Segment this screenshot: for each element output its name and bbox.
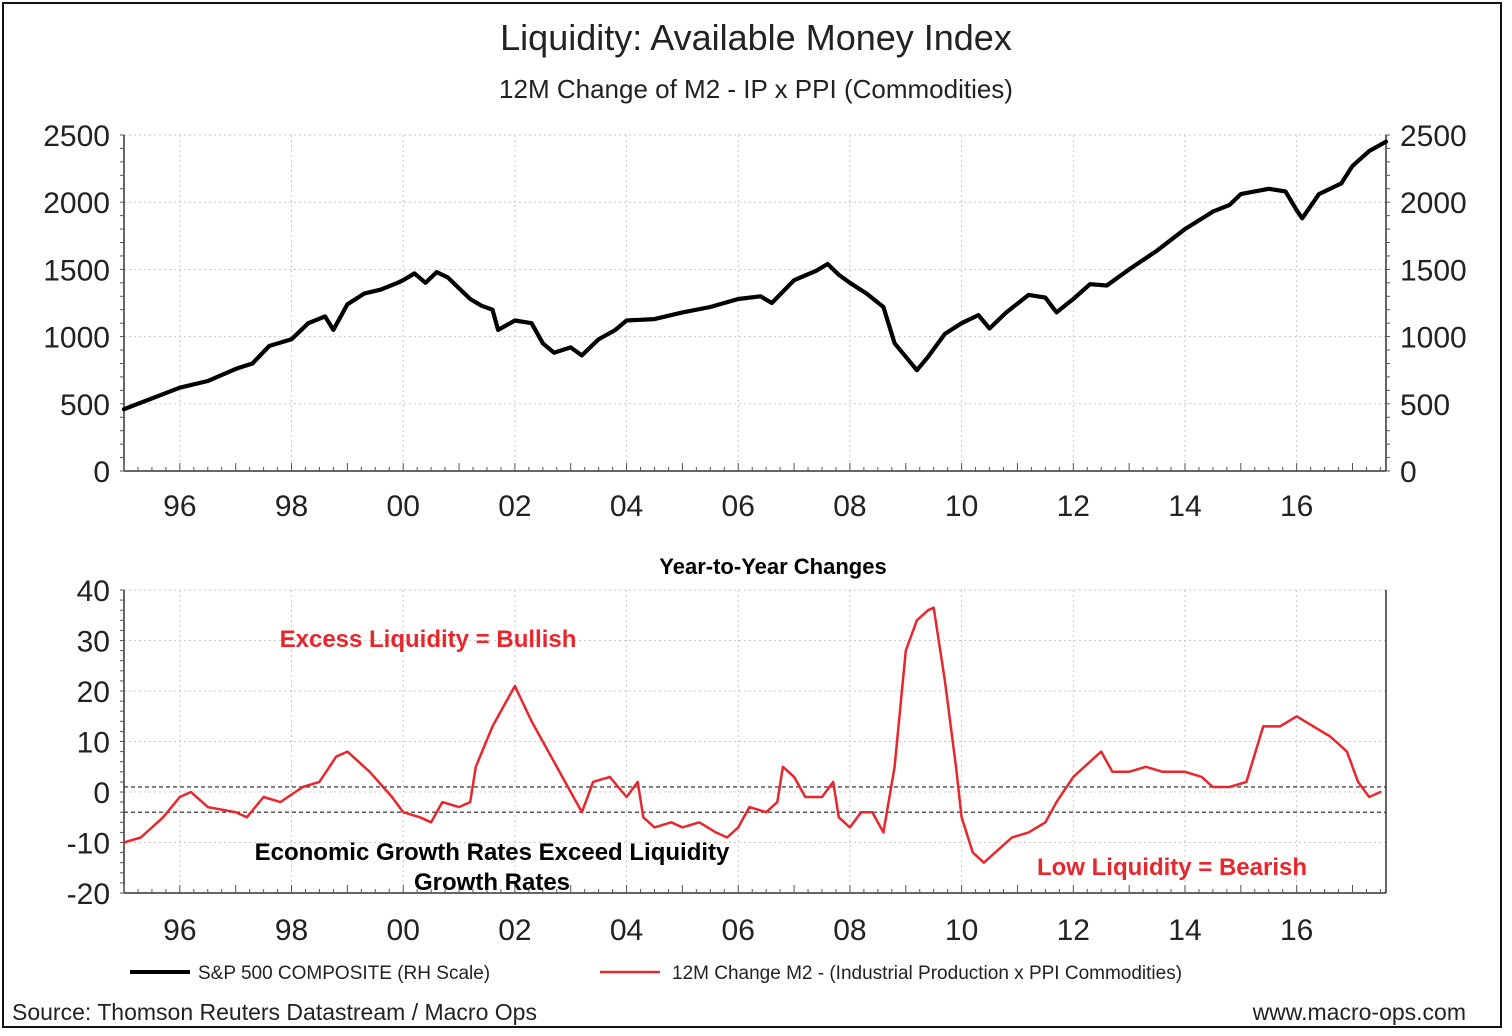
y-tick-label-right-1000: 1000	[1400, 322, 1467, 355]
x-tick-label-10: 10	[945, 914, 978, 947]
y-tick-label-left--20: -20	[67, 878, 110, 911]
bottom-series	[122, 606, 1382, 864]
y-tick-label-right-2500: 2500	[1400, 120, 1467, 153]
y-tick-label-left-40: 40	[77, 575, 110, 608]
website-text: www.macro-ops.com	[1252, 999, 1466, 1025]
bottom-axes: 96 98 00 02 04 06 08 10 12 14 16 -20 -10 0 10 20 30 40	[67, 575, 1387, 947]
x-tick-label-16: 16	[1280, 490, 1313, 523]
x-tick-label-10: 10	[945, 490, 978, 523]
y-tick-label-right-500: 500	[1400, 389, 1450, 422]
y-tick-label-right-1500: 1500	[1400, 254, 1467, 287]
x-tick-label-02: 02	[498, 490, 531, 523]
y-tick-label-left-20: 20	[77, 676, 110, 709]
y-tick-label-left-500: 500	[60, 389, 110, 422]
x-tick-label-00: 00	[387, 490, 420, 523]
y-tick-label-right-2000: 2000	[1400, 187, 1467, 220]
annotation-growth-line1: Economic Growth Rates Exceed Liquidity	[255, 839, 730, 866]
y-tick-label-left--10: -10	[67, 828, 110, 861]
y-tick-label-left-0: 0	[93, 456, 110, 489]
annotation-bearish: Low Liquidity = Bearish	[1037, 854, 1307, 881]
y-tick-label-left-1000: 1000	[43, 322, 110, 355]
legend-label-spx: S&P 500 COMPOSITE (RH Scale)	[198, 963, 490, 984]
x-tick-label-96: 96	[163, 914, 196, 947]
source-text: Source: Thomson Reuters Datastream / Mac…	[12, 999, 537, 1025]
x-tick-label-04: 04	[610, 914, 643, 947]
x-tick-label-98: 98	[275, 914, 308, 947]
x-tick-label-96: 96	[163, 490, 196, 523]
y-tick-label-right-0: 0	[1400, 456, 1417, 489]
x-tick-label-06: 06	[722, 490, 755, 523]
x-tick-label-06: 06	[722, 914, 755, 947]
y-tick-label-left-0: 0	[93, 777, 110, 810]
x-tick-label-12: 12	[1057, 490, 1090, 523]
bottom-panel-title: Year-to-Year Changes	[659, 554, 886, 579]
x-tick-label-02: 02	[498, 914, 531, 947]
series-line-top	[121, 139, 1389, 412]
x-tick-label-16: 16	[1280, 914, 1313, 947]
x-tick-label-04: 04	[610, 490, 643, 523]
x-tick-label-00: 00	[387, 914, 420, 947]
top-series	[121, 139, 1389, 412]
chart-subtitle: 12M Change of M2 - IP x PPI (Commodities…	[499, 74, 1013, 104]
annotation-bullish: Excess Liquidity = Bullish	[280, 626, 577, 653]
legend-label-liquidity: 12M Change M2 - (Industrial Production x…	[672, 963, 1182, 984]
chart-title: Liquidity: Available Money Index	[500, 17, 1012, 58]
x-tick-label-08: 08	[833, 914, 866, 947]
y-tick-label-left-30: 30	[77, 626, 110, 659]
y-tick-label-left-2000: 2000	[43, 187, 110, 220]
x-tick-label-08: 08	[833, 490, 866, 523]
x-tick-label-14: 14	[1168, 490, 1201, 523]
x-tick-label-14: 14	[1168, 914, 1201, 947]
x-tick-label-12: 12	[1057, 914, 1090, 947]
bottom-grid	[124, 589, 1386, 893]
y-tick-label-left-10: 10	[77, 727, 110, 760]
series-line-bottom	[122, 606, 1382, 864]
x-tick-label-98: 98	[275, 490, 308, 523]
y-tick-label-left-1500: 1500	[43, 254, 110, 287]
top-grid	[124, 134, 1386, 471]
y-tick-label-left-2500: 2500	[43, 120, 110, 153]
annotation-growth-line2: Growth Rates	[414, 869, 570, 896]
